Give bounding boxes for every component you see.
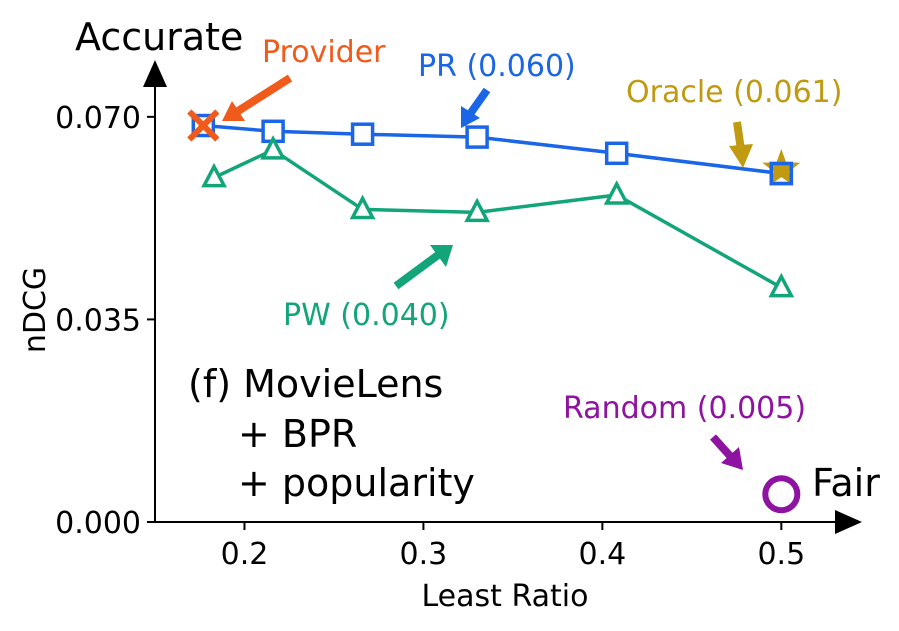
panel-label-line-2: + popularity: [238, 461, 475, 505]
random-arrow: [710, 434, 743, 470]
pw-point: [201, 162, 227, 188]
pr-series-line: [203, 123, 782, 176]
x-tick-label: 0.5: [757, 537, 805, 572]
pw-point: [349, 194, 376, 220]
panel-label-line-1: + BPR: [238, 412, 357, 456]
x-axis-title: Least Ratio: [422, 579, 589, 614]
y-tick-label: 0.070: [55, 101, 141, 136]
x-tick-label: 0.4: [579, 537, 627, 572]
x-tick-label: 0.3: [400, 537, 448, 572]
pr-label: PR (0.060): [418, 49, 576, 84]
pw-series-line: [213, 147, 783, 290]
pw-label: PW (0.040): [283, 298, 450, 333]
oracle-point: [762, 148, 801, 186]
x-axis-arrowhead: [835, 510, 862, 534]
y-tick-label: 0.035: [55, 303, 141, 338]
x-tick-label: 0.2: [221, 537, 269, 572]
pw-point: [768, 272, 795, 298]
pw-point: [603, 180, 630, 205]
series-layer: [191, 113, 795, 298]
pw-point: [464, 197, 491, 223]
y-tick-label: 0.000: [55, 506, 141, 541]
provider-arrow: [222, 74, 293, 121]
pr-point: [350, 122, 375, 146]
pr-point: [465, 125, 489, 149]
pw-point: [260, 135, 287, 160]
random-point: [762, 475, 801, 514]
x-ticks: 0.2 0.3 0.4 0.5: [221, 522, 805, 572]
y-ticks: 0.000 0.035 0.070: [55, 101, 155, 541]
y-axis-arrowhead: [143, 60, 167, 87]
panel-label: (f) MovieLens: [188, 362, 443, 406]
oracle-arrow: [729, 121, 753, 168]
provider-label: Provider: [262, 35, 386, 70]
pr-point-overlay: [769, 161, 794, 186]
provider-point: [187, 109, 220, 142]
pw-arrow: [393, 245, 453, 290]
y-axis-title: nDCG: [18, 267, 53, 353]
oracle-label: Oracle (0.061): [626, 75, 842, 110]
pr-point: [604, 141, 629, 166]
pr-arrow: [461, 87, 491, 128]
y-axis-end-label: Accurate: [75, 15, 243, 59]
random-label: Random (0.005): [563, 391, 806, 426]
points-layer: [187, 109, 801, 514]
x-axis-end-label: Fair: [812, 461, 880, 505]
